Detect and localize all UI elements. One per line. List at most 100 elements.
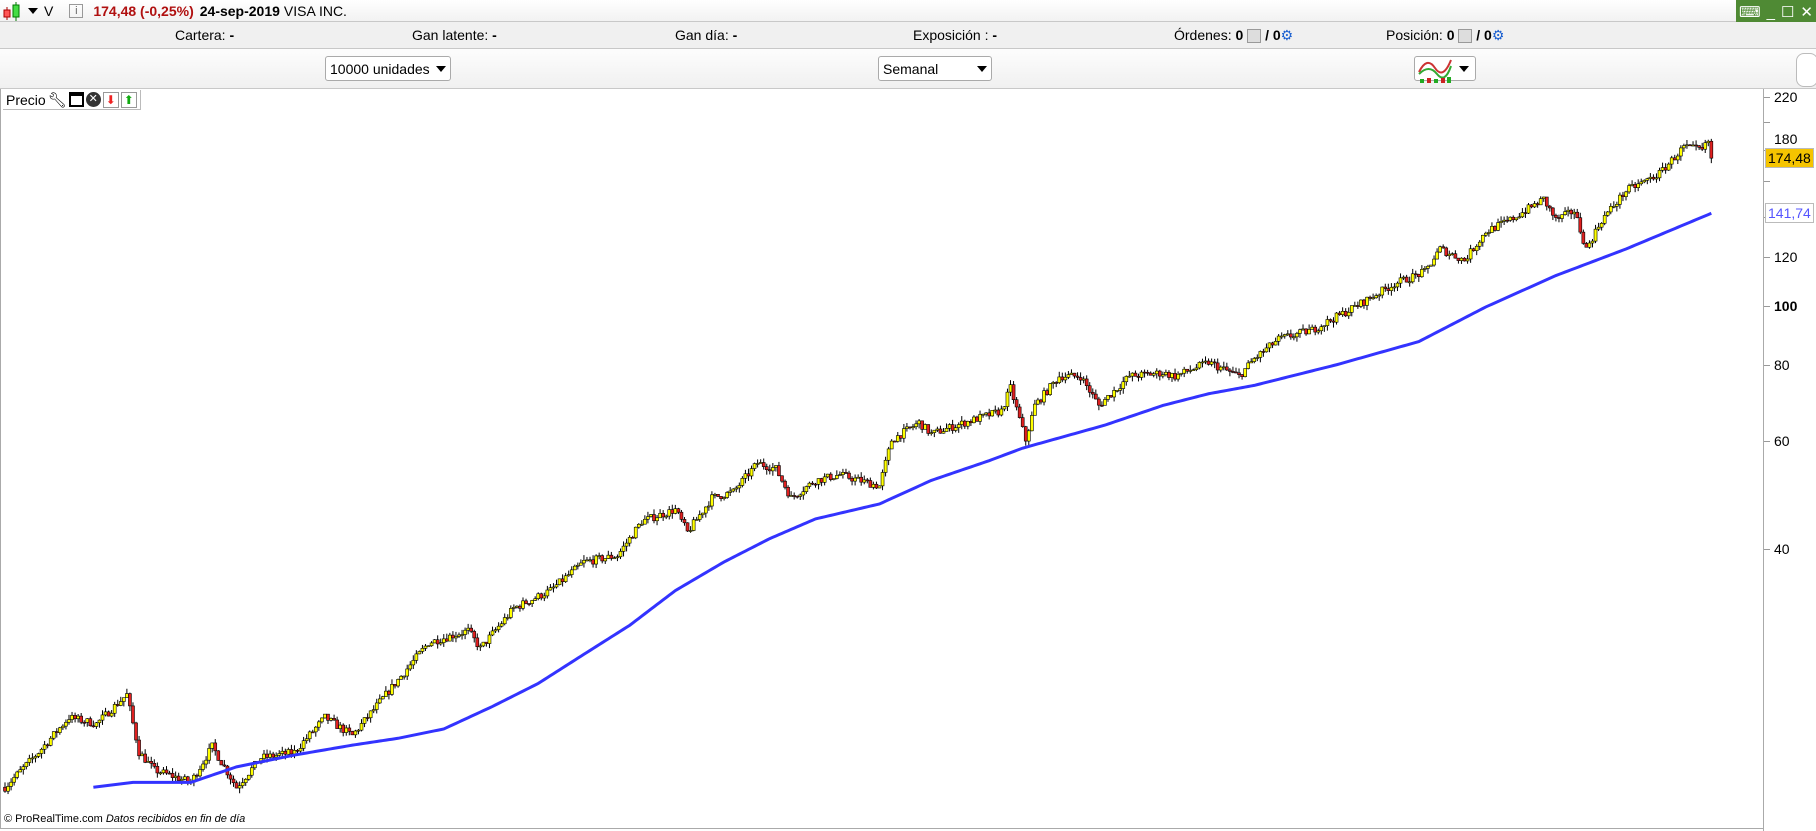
candle	[670, 504, 675, 519]
candle	[164, 766, 169, 775]
candle	[636, 523, 641, 529]
candle	[161, 766, 166, 775]
price-axis[interactable]	[1763, 89, 1816, 831]
candle	[667, 506, 672, 520]
window-controls: ⌨ _ ☐ ✕	[1736, 0, 1816, 24]
period-select[interactable]: Semanal	[878, 56, 992, 81]
candle	[1560, 214, 1564, 223]
candle	[1499, 216, 1503, 228]
candle	[1480, 234, 1485, 247]
candle	[414, 650, 419, 664]
wrench-icon[interactable]: 🔧︎	[47, 91, 67, 109]
candle	[143, 749, 147, 764]
symbol[interactable]: V	[44, 2, 54, 19]
candle	[1682, 143, 1686, 152]
axis-tick	[1764, 96, 1770, 98]
candle	[1215, 358, 1220, 374]
candle	[618, 548, 623, 560]
candle	[1170, 372, 1174, 382]
candle	[457, 632, 461, 638]
quantity-select[interactable]: 10000 unidades	[325, 56, 451, 81]
candle	[1136, 373, 1141, 382]
candle	[871, 481, 876, 490]
keyboard-icon[interactable]: ⌨	[1738, 4, 1761, 21]
candle	[603, 558, 608, 564]
candle	[1621, 191, 1625, 202]
candle	[384, 686, 388, 697]
gear-icon[interactable]: ⚙	[1491, 27, 1505, 43]
candle	[1276, 334, 1281, 346]
axis-minor-tick	[1764, 181, 1770, 183]
candle	[883, 456, 888, 477]
candle	[566, 570, 571, 577]
minimize-icon[interactable]: _	[1766, 3, 1775, 21]
candle	[1148, 371, 1153, 376]
candle	[1697, 145, 1701, 150]
candle	[831, 478, 836, 481]
axis-tick	[1764, 305, 1770, 307]
candlestick-icon[interactable]	[2, 1, 22, 21]
candle	[176, 772, 181, 782]
candle	[137, 735, 141, 760]
candle	[1054, 381, 1059, 388]
add-indicator-button[interactable]	[1414, 56, 1476, 83]
candle	[243, 778, 248, 786]
candle	[1484, 231, 1488, 237]
candle	[621, 541, 626, 557]
candle	[981, 413, 985, 418]
close-window-icon[interactable]: ✕	[1800, 4, 1813, 21]
candle	[966, 420, 970, 430]
refresh-button[interactable]	[1796, 53, 1816, 87]
gear-icon[interactable]: ⚙	[1280, 27, 1294, 43]
price-chart[interactable]: Precio 🔧︎ ✕ ⬇ ⬆ © ProRealTime.com Datos …	[0, 89, 1763, 829]
candle	[64, 719, 68, 730]
candle	[381, 695, 385, 700]
window-icon[interactable]	[68, 92, 84, 107]
candle	[518, 604, 522, 612]
candle	[374, 698, 379, 714]
candle	[1191, 368, 1196, 371]
candle	[1365, 296, 1369, 311]
candle	[365, 713, 370, 722]
candle	[58, 726, 62, 735]
candle	[399, 675, 403, 680]
candle	[841, 468, 845, 479]
cancel-orders-icon[interactable]	[1247, 29, 1262, 44]
maximize-icon[interactable]: ☐	[1780, 4, 1795, 21]
candle	[1030, 411, 1034, 432]
candle	[835, 470, 839, 480]
candle	[1081, 376, 1086, 384]
candle	[1090, 388, 1095, 399]
info-icon[interactable]: i	[69, 3, 84, 18]
candle	[1103, 397, 1107, 406]
candle	[1505, 215, 1509, 223]
candle	[676, 507, 681, 515]
close-icon[interactable]: ✕	[85, 92, 101, 107]
candle	[1252, 356, 1257, 364]
candle	[109, 709, 114, 718]
candle	[1151, 371, 1156, 378]
candle	[1325, 315, 1330, 331]
candle	[396, 678, 400, 688]
candle	[1222, 361, 1226, 371]
candle	[24, 761, 29, 770]
candle	[1676, 153, 1680, 165]
price-panel-header: Precio 🔧︎ ✕ ⬇ ⬆	[3, 90, 141, 110]
candle	[582, 555, 586, 568]
candle	[1630, 180, 1634, 187]
close-position-icon[interactable]	[1458, 29, 1473, 44]
candle	[996, 407, 1001, 418]
candle	[1554, 213, 1558, 222]
move-up-icon[interactable]: ⬆	[120, 91, 137, 108]
symbol-dropdown-icon[interactable]	[28, 7, 38, 14]
candle	[1084, 375, 1089, 391]
candle	[335, 716, 339, 729]
chevron-down-icon	[435, 65, 446, 72]
candle	[448, 632, 452, 642]
candle	[591, 555, 595, 568]
candle	[76, 714, 80, 723]
candle	[1410, 268, 1415, 284]
axis-tick-label: 60	[1774, 433, 1790, 450]
move-down-icon[interactable]: ⬇	[102, 91, 119, 108]
candle	[746, 468, 751, 481]
